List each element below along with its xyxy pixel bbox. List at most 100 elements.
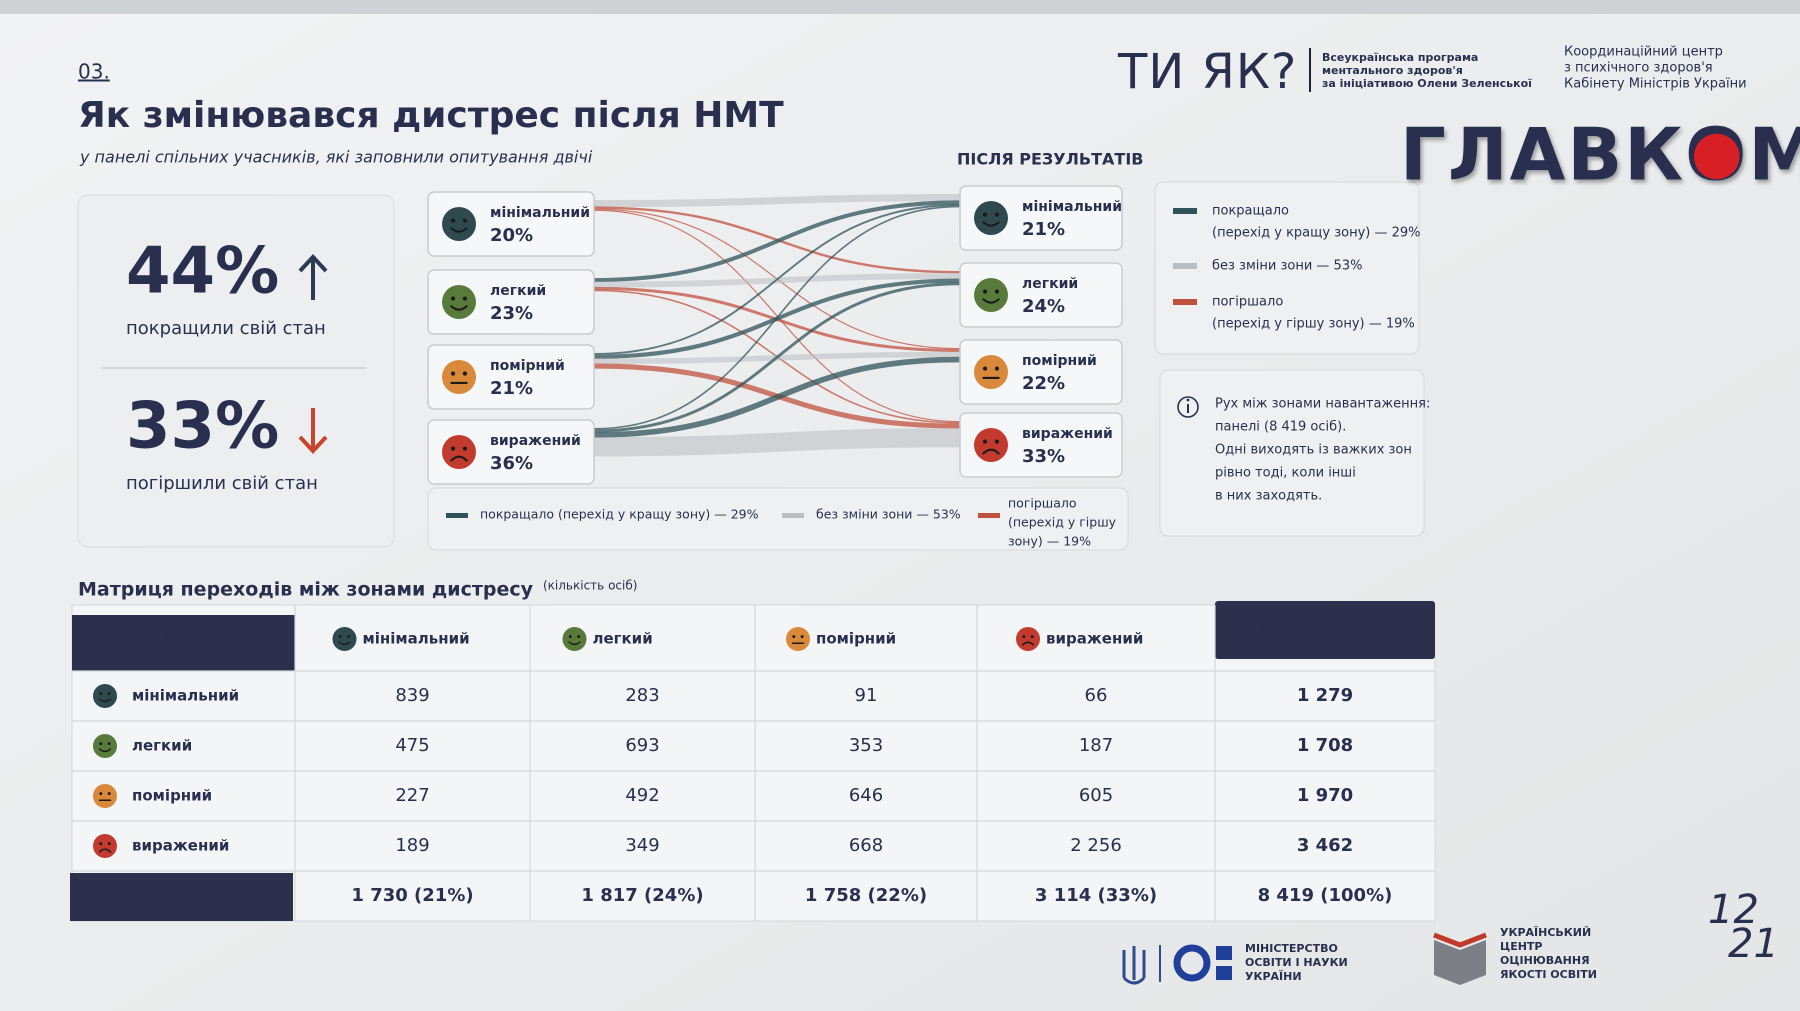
table-column-header: легкий xyxy=(593,630,653,648)
ucoz-text: УКРАЇНСЬКИЙ xyxy=(1500,925,1591,939)
table-cell: 349 xyxy=(625,835,659,856)
face-icon xyxy=(800,635,804,639)
zone-node xyxy=(427,344,595,410)
face-icon xyxy=(451,371,456,376)
table-cell: 3 462 xyxy=(1297,835,1353,856)
zone-label: помірний xyxy=(1022,353,1097,369)
face-icon xyxy=(786,627,810,651)
table-column-header: виражений xyxy=(1046,630,1143,648)
ministry-text: МІНІСТЕРСТВО xyxy=(1245,942,1338,955)
face-icon xyxy=(442,360,476,394)
zone-label: легкий xyxy=(490,283,546,299)
legend-text: без зміни зони — 53% xyxy=(1212,259,1362,274)
transition-flow xyxy=(593,428,961,457)
legend-swatch xyxy=(978,513,1000,518)
ministry-text: ОСВІТИ І НАУКИ xyxy=(1245,956,1348,969)
face-icon xyxy=(107,792,111,796)
slide-subtitle: у панелі спільних учасників, які заповни… xyxy=(79,148,593,167)
note-text: рівно тоді, коли інші xyxy=(1215,466,1356,481)
face-icon xyxy=(450,455,468,462)
table-cell: 646 xyxy=(849,785,883,806)
face-icon xyxy=(107,742,111,746)
nmt-logo: 21 xyxy=(1728,921,1779,967)
face-icon xyxy=(338,635,342,639)
face-icon xyxy=(442,285,476,319)
coordination-text: Кабінету Міністрів України xyxy=(1564,77,1747,92)
table-cell: 187 xyxy=(1079,735,1113,756)
trident-icon xyxy=(1122,946,1146,985)
face-icon xyxy=(99,792,103,796)
slide-title: Як змінювався дистрес після НМТ xyxy=(78,95,784,136)
program-text: за ініціативою Олени Зеленської xyxy=(1322,77,1532,90)
face-icon xyxy=(442,435,476,469)
transition-flow xyxy=(593,356,961,438)
face-icon xyxy=(99,692,103,696)
program-text: ментального здоров'я xyxy=(1322,64,1463,77)
table-footer-cell: 3 114 (33%) xyxy=(1035,885,1157,906)
zone-node xyxy=(959,339,1123,405)
face-icon xyxy=(450,305,468,311)
table-cell: 2 256 xyxy=(1070,835,1122,856)
face-icon xyxy=(982,298,1000,304)
info-icon xyxy=(1177,396,1199,418)
table-cell: 1 708 xyxy=(1297,735,1353,756)
stat-label: покращили свій стан xyxy=(126,318,326,339)
face-icon xyxy=(994,366,999,371)
face-icon xyxy=(93,734,117,758)
table-cell: 492 xyxy=(625,785,659,806)
face-icon xyxy=(338,641,351,646)
top-edge xyxy=(0,0,1800,14)
face-icon xyxy=(442,207,476,241)
zone-node xyxy=(427,191,595,257)
transition-flow xyxy=(593,282,961,433)
face-icon xyxy=(451,296,456,301)
legend-text: погіршало xyxy=(1212,295,1283,310)
ministry-icon xyxy=(1173,944,1211,982)
face-icon xyxy=(568,635,572,639)
face-icon xyxy=(983,439,988,444)
table-row-header: мінімальний xyxy=(132,687,239,705)
ministry-icon xyxy=(1216,966,1232,980)
zone-label: мінімальний xyxy=(1022,199,1122,215)
stat-value: 33% xyxy=(126,390,279,464)
table-footer-cell: 1 730 (21%) xyxy=(351,885,473,906)
after-title: ПІСЛЯ РЕЗУЛЬТАТІВ xyxy=(957,150,1143,169)
zone-label: мінімальний xyxy=(490,205,590,221)
note-panel xyxy=(1159,369,1425,537)
table-corner xyxy=(72,615,295,671)
legend-swatch xyxy=(782,513,804,518)
zone-share: 20% xyxy=(490,225,533,246)
legend-text: без зміни зони — 53% xyxy=(816,507,961,522)
note-text: Одні виходять із важких зон xyxy=(1215,443,1412,458)
face-icon xyxy=(98,698,112,703)
face-icon xyxy=(347,635,351,639)
face-icon xyxy=(1021,641,1035,646)
legend-text: (перехід у гіршу зону) — 19% xyxy=(1212,317,1415,332)
table-corner-text: ПІСЛЯ → xyxy=(94,648,159,666)
table-total-row-header xyxy=(70,873,293,921)
watermark-dot xyxy=(1693,133,1740,180)
face-icon xyxy=(568,641,581,646)
table-cell: 605 xyxy=(1079,785,1113,806)
arrow-down xyxy=(298,408,328,454)
legend-text: (перехід у кращу зону) — 29% xyxy=(1212,226,1421,241)
legend-text: погіршало xyxy=(1008,496,1077,511)
face-icon xyxy=(994,439,999,444)
face-icon xyxy=(1016,627,1040,651)
legend-text: зону) — 19% xyxy=(1008,534,1091,549)
table-row-header: легкий xyxy=(132,737,192,755)
ucoz-text: ЯКОСТІ ОСВІТИ xyxy=(1500,968,1597,981)
zone-node xyxy=(959,185,1123,251)
zone-share: 33% xyxy=(1022,446,1065,467)
ucoz-icon xyxy=(1433,932,1487,948)
face-icon xyxy=(107,692,111,696)
ucoz-text: ОЦІНЮВАННЯ xyxy=(1500,954,1590,967)
zone-label: виражений xyxy=(1022,426,1113,442)
table-footer-cell: 8 419 (100%) xyxy=(1258,885,1393,906)
face-icon xyxy=(562,627,587,651)
face-icon xyxy=(974,355,1008,389)
table-cell: 66 xyxy=(1085,685,1108,706)
table-cell: 227 xyxy=(395,785,429,806)
